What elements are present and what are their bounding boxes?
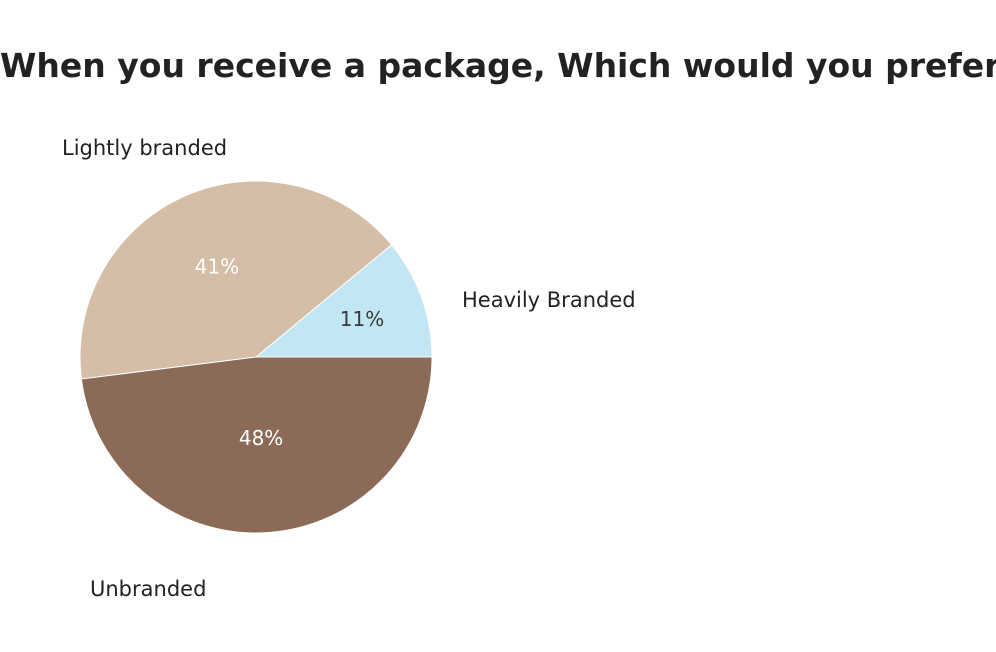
- value-label-heavily-branded: 11%: [340, 307, 384, 331]
- chart-title: When you receive a package, Which would …: [0, 46, 996, 85]
- pie-slice-unbranded: [80, 356, 433, 534]
- category-label-heavily-branded: Heavily Branded: [462, 288, 636, 312]
- category-label-lightly-branded: Lightly branded: [62, 136, 227, 160]
- pie-slice-lightly-branded: [79, 180, 393, 380]
- category-label-unbranded: Unbranded: [90, 577, 206, 601]
- value-label-unbranded: 48%: [239, 426, 283, 450]
- value-label-lightly-branded: 41%: [195, 255, 239, 279]
- pie-slice-heavily-branded: [254, 244, 433, 358]
